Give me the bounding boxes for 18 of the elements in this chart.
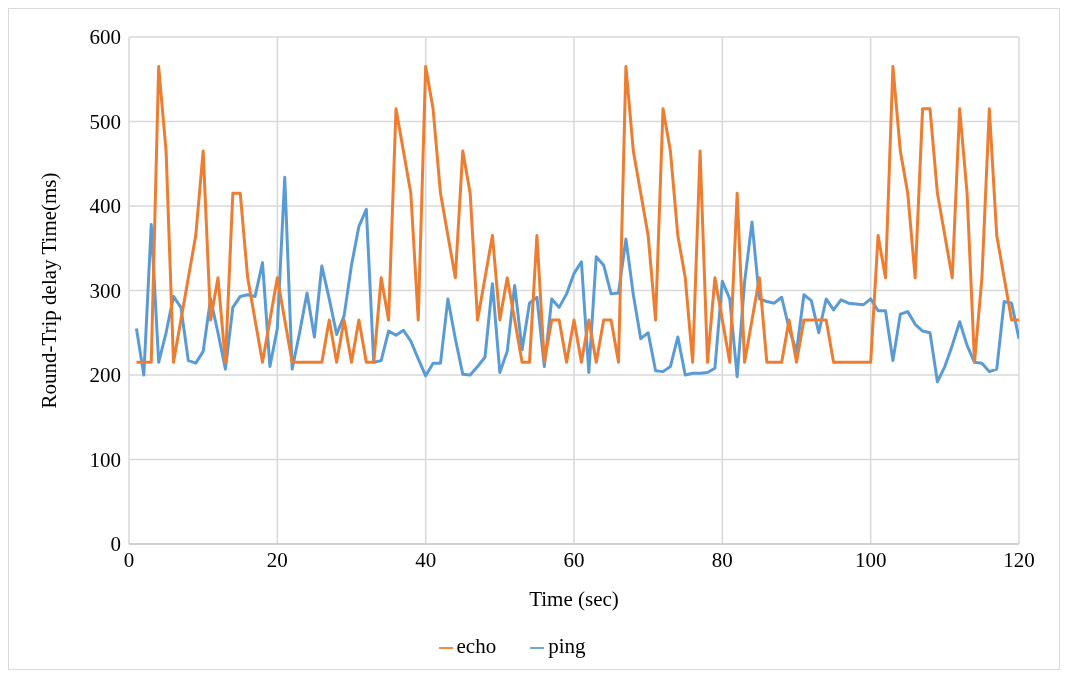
y-tick-label: 600 [89,25,121,50]
y-tick-label: 300 [89,278,121,303]
y-axis-title: Round-Trip delay Time(ms) [37,172,62,409]
x-tick-label: 60 [563,547,585,572]
legend-label: echo [456,634,497,658]
x-tick-label: 120 [1003,547,1035,572]
y-tick-label: 500 [89,109,121,134]
x-tick-label: 40 [415,547,437,572]
line-series [134,175,1019,384]
y-tick-label: 100 [89,447,121,472]
line-series [134,65,1019,364]
y-tick-label: 400 [89,194,121,219]
x-tick-label: 80 [711,547,733,572]
x-axis-title: Time (sec) [529,587,619,611]
x-tick-label: 100 [854,547,887,572]
x-tick-label: 20 [266,547,288,572]
legend-label: ping [548,634,586,658]
y-tick-label: 200 [89,363,121,388]
